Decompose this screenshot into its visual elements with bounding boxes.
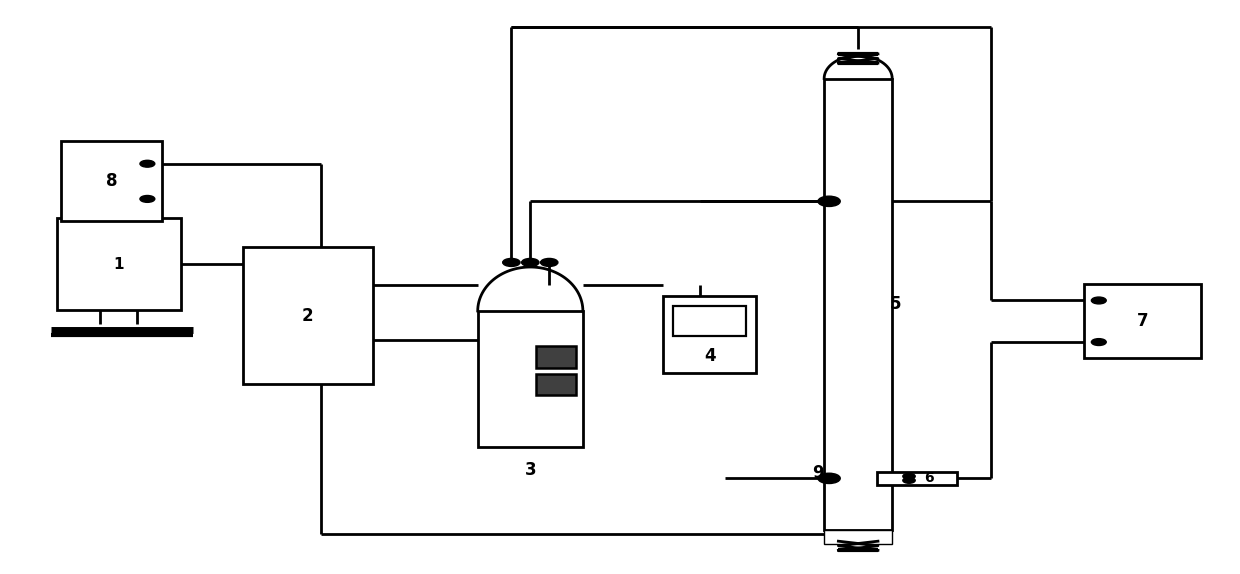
Text: 6: 6 [924,471,934,486]
FancyBboxPatch shape [243,247,372,384]
Text: 4: 4 [704,347,715,364]
Text: 9: 9 [812,464,823,482]
Circle shape [1091,297,1106,304]
Circle shape [140,196,155,203]
FancyBboxPatch shape [477,311,583,447]
Text: 5: 5 [889,295,901,313]
Circle shape [818,473,841,483]
FancyBboxPatch shape [673,307,746,336]
FancyBboxPatch shape [57,219,181,310]
FancyBboxPatch shape [536,346,575,368]
Circle shape [903,474,915,479]
Circle shape [502,258,520,266]
FancyBboxPatch shape [663,296,756,373]
FancyBboxPatch shape [825,79,893,530]
Circle shape [903,478,915,483]
Circle shape [522,258,539,266]
Text: 8: 8 [105,172,118,191]
Circle shape [140,160,155,167]
Text: 2: 2 [301,307,314,324]
Text: 3: 3 [525,461,536,479]
Text: 1: 1 [114,257,124,272]
FancyBboxPatch shape [878,471,956,485]
Circle shape [541,258,558,266]
FancyBboxPatch shape [1084,284,1202,358]
FancyBboxPatch shape [536,374,575,395]
FancyBboxPatch shape [825,530,893,544]
Circle shape [1091,339,1106,346]
Circle shape [818,196,841,207]
FancyBboxPatch shape [61,141,162,222]
Text: 7: 7 [1137,312,1148,330]
